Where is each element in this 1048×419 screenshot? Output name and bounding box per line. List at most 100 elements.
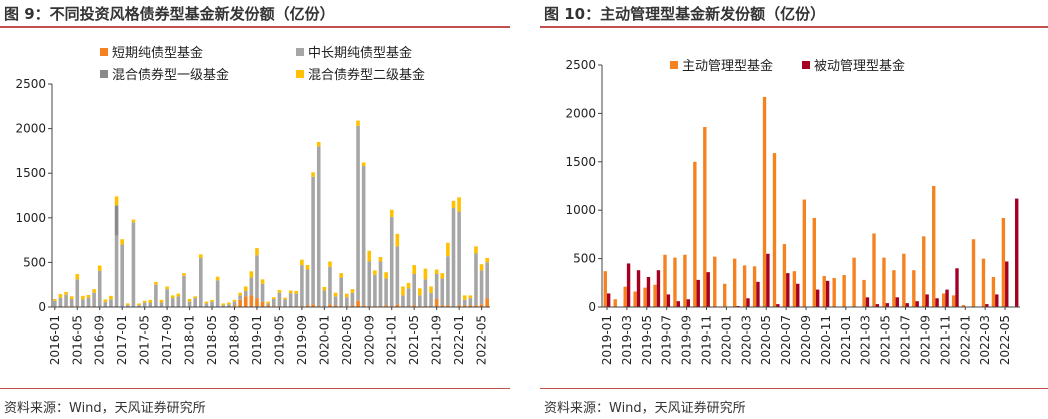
bar-主动管理型基金-2022-02 — [971, 239, 976, 307]
bar-被动管理型基金-2020-04 — [756, 281, 760, 307]
bar-混合债券型二级基金-2017-04 — [137, 303, 141, 306]
bar-混合债券型二级基金-2018-06 — [215, 276, 220, 281]
bar-短期纯债型基金-2019-11 — [311, 304, 315, 307]
bar-中长期纯债型基金-2020-06 — [350, 292, 355, 306]
bar-混合债券型二级基金-2017-11 — [176, 293, 181, 297]
x-tick-label: 2016-09 — [93, 315, 107, 365]
bar-主动管理型基金-2020-11 — [822, 276, 826, 307]
bar-被动管理型基金-2021-04 — [875, 304, 880, 307]
x-tick-label: 2018-09 — [228, 315, 242, 365]
bar-短期纯债型基金-2022-04 — [474, 305, 478, 307]
x-tick-label: 2021-09 — [918, 315, 932, 365]
bar-主动管理型基金-2019-09 — [683, 254, 687, 307]
bar-中长期纯债型基金-2019-06 — [283, 299, 287, 307]
bar-被动管理型基金-2021-10 — [935, 298, 939, 307]
chart-title: 图 9：不同投资风格债券型基金新发份额（亿份） — [4, 5, 335, 23]
bar-混合债券型二级基金-2016-03 — [64, 292, 68, 295]
bar-混合债券型二级基金-2016-12 — [114, 196, 119, 206]
x-tick-label: 2021-01 — [385, 315, 399, 365]
bar-短期纯债型基金-2020-06 — [350, 305, 355, 307]
bar-中长期纯债型基金-2020-11 — [378, 261, 383, 307]
bar-中长期纯债型基金-2017-03 — [131, 222, 136, 307]
bar-中长期纯债型基金-2021-10 — [440, 278, 445, 306]
bar-混合债券型二级基金-2017-08 — [159, 299, 164, 303]
bar-中长期纯债型基金-2019-03 — [266, 303, 270, 306]
bar-被动管理型基金-2019-10 — [696, 279, 700, 307]
chart-panel-fund-style: 图 9：不同投资风格债券型基金新发份额（亿份） 0 500 1000 1500 2000… — [0, 0, 510, 419]
bar-混合债券型二级基金-2016-10 — [103, 299, 108, 303]
x-tick-label: 2021-01 — [839, 315, 853, 365]
bar-主动管理型基金-2020-08 — [792, 271, 797, 307]
chart-panel-management-type: 图 10：主动管理型基金新发份额（亿份） 0 500 1000 1500 2000 250… — [540, 0, 1048, 419]
bar-被动管理型基金-2020-08 — [796, 283, 800, 307]
bar-主动管理型基金-2022-04 — [991, 276, 996, 307]
x-tick-label: 2020-07 — [779, 315, 793, 365]
bar-中长期纯债型基金-2017-06 — [148, 302, 153, 307]
x-tick-label: 2019-01 — [600, 315, 614, 365]
x-tick-label: 2019-09 — [295, 315, 309, 365]
bar-中长期纯债型基金-2019-12 — [316, 146, 321, 307]
bar-中长期纯债型基金-2018-03 — [199, 257, 203, 307]
bar-中长期纯债型基金-2020-05 — [345, 297, 349, 307]
bar-中长期纯债型基金-2020-01 — [322, 290, 327, 307]
bar-混合债券型二级基金-2020-08 — [361, 162, 366, 167]
bar-主动管理型基金-2020-03 — [742, 265, 747, 307]
bar-混合债券型二级基金-2018-04 — [204, 301, 209, 304]
bar-中长期纯债型基金-2018-02 — [193, 298, 197, 307]
bar-短期纯债型基金-2020-02 — [328, 304, 332, 307]
x-tick-label: 2018-05 — [205, 315, 219, 365]
legend-swatch — [802, 61, 810, 69]
bar-被动管理型基金-2019-01 — [606, 293, 611, 307]
bar-混合债券型二级基金-2022-02 — [462, 295, 467, 300]
bar-被动管理型基金-2022-05 — [1005, 261, 1009, 307]
bar-主动管理型基金-2021-10 — [932, 186, 936, 307]
y-tick-label: 1500 — [15, 166, 46, 180]
bar-中长期纯债型基金-2016-06 — [81, 299, 85, 307]
x-tick-label: 2022-03 — [978, 315, 992, 365]
bar-主动管理型基金-2019-10 — [693, 161, 697, 307]
bar-混合债券型二级基金-2018-05 — [210, 299, 214, 302]
bar-混合债券型二级基金-2017-09 — [165, 286, 169, 290]
bar-短期纯债型基金-2022-01 — [457, 305, 461, 307]
bar-混合债券型二级基金-2020-09 — [367, 250, 372, 262]
bar-主动管理型基金-2020-06 — [772, 153, 777, 307]
bar-混合债券型二级基金-2022-06 — [485, 257, 489, 263]
bar-混合债券型二级基金-2021-08 — [429, 286, 433, 293]
x-tick-label: 2022-05 — [475, 315, 489, 365]
bar-中长期纯债型基金-2018-08 — [227, 304, 231, 307]
bar-被动管理型基金-2020-03 — [746, 298, 750, 307]
bar-被动管理型基金-2021-03 — [865, 297, 870, 307]
bar-中长期纯债型基金-2022-05 — [479, 270, 484, 305]
bar-主动管理型基金-2019-11 — [703, 126, 707, 308]
bar-被动管理型基金-2019-03 — [626, 263, 631, 307]
bar-被动管理型基金-2022-06 — [1015, 198, 1019, 307]
bar-中长期纯债型基金-2020-02 — [328, 266, 332, 305]
bar-主动管理型基金-2019-04 — [633, 291, 637, 307]
bar-被动管理型基金-2020-05 — [766, 253, 770, 307]
bar-中长期纯债型基金-2019-08 — [294, 293, 299, 307]
x-tick-label: 2021-05 — [407, 315, 421, 365]
bar-混合债券型二级基金-2019-09 — [300, 259, 304, 266]
bar-中长期纯债型基金-2018-04 — [204, 303, 209, 307]
bar-chart-fund-style: 0 500 1000 1500 2000 2500 2016-01 2016-05 2016-0… — [15, 45, 490, 365]
bar-主动管理型基金-2020-07 — [782, 244, 787, 307]
bar-中长期纯债型基金-2016-12 — [114, 235, 119, 307]
bar-中长期纯债型基金-2020-08 — [361, 166, 366, 306]
bar-混合债券型二级基金-2019-02 — [260, 279, 265, 284]
bar-被动管理型基金-2020-11 — [825, 280, 830, 307]
bar-主动管理型基金-2020-01 — [723, 283, 727, 307]
bar-短期纯债型基金-2018-12 — [249, 295, 254, 307]
x-tick-label: 2021-07 — [899, 315, 913, 365]
bar-中长期纯债型基金-2017-05 — [142, 302, 147, 307]
bar-混合债券型二级基金-2016-05 — [75, 273, 80, 280]
bar-中长期纯债型基金-2016-07 — [86, 297, 91, 307]
bar-主动管理型基金-2021-09 — [922, 236, 926, 307]
legend-swatch — [100, 70, 108, 78]
bar-短期纯债型基金-2018-11 — [243, 296, 248, 307]
bar-混合债券型二级基金-2019-04 — [272, 297, 276, 299]
bar-中长期纯债型基金-2021-12 — [451, 207, 456, 307]
bar-混合债券型二级基金-2017-07 — [154, 282, 158, 285]
x-tick-label: 2019-03 — [620, 315, 634, 365]
x-tick-label: 2017-09 — [160, 315, 174, 365]
bar-主动管理型基金-2020-10 — [812, 217, 816, 307]
